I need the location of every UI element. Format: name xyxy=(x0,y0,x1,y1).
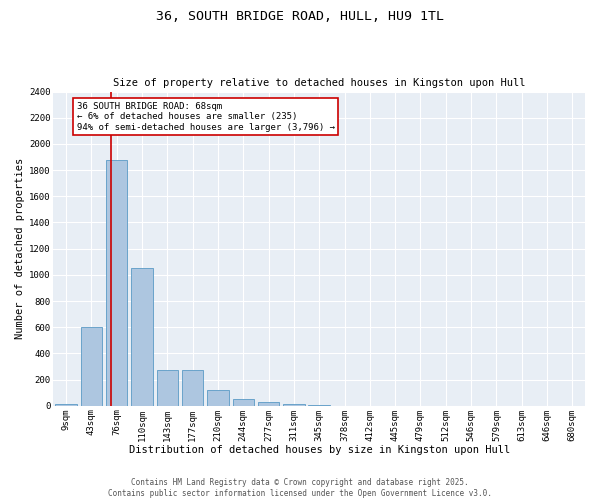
Bar xyxy=(106,160,127,406)
Bar xyxy=(283,404,305,406)
Text: 36 SOUTH BRIDGE ROAD: 68sqm
← 6% of detached houses are smaller (235)
94% of sem: 36 SOUTH BRIDGE ROAD: 68sqm ← 6% of deta… xyxy=(77,102,335,132)
Bar xyxy=(157,370,178,406)
Bar xyxy=(207,390,229,406)
Bar xyxy=(233,400,254,406)
Text: 36, SOUTH BRIDGE ROAD, HULL, HU9 1TL: 36, SOUTH BRIDGE ROAD, HULL, HU9 1TL xyxy=(156,10,444,23)
Bar xyxy=(308,405,330,406)
Text: Contains HM Land Registry data © Crown copyright and database right 2025.
Contai: Contains HM Land Registry data © Crown c… xyxy=(108,478,492,498)
Bar xyxy=(131,268,153,406)
Title: Size of property relative to detached houses in Kingston upon Hull: Size of property relative to detached ho… xyxy=(113,78,526,88)
X-axis label: Distribution of detached houses by size in Kingston upon Hull: Distribution of detached houses by size … xyxy=(128,445,510,455)
Y-axis label: Number of detached properties: Number of detached properties xyxy=(15,158,25,340)
Bar xyxy=(55,404,77,406)
Bar xyxy=(182,370,203,406)
Bar xyxy=(258,402,280,406)
Bar xyxy=(80,327,102,406)
